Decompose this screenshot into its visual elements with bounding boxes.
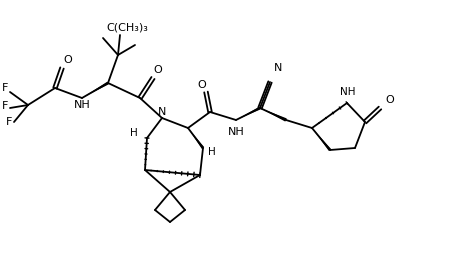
Polygon shape [259,108,286,122]
Polygon shape [311,128,330,151]
Text: C(CH₃)₃: C(CH₃)₃ [106,22,147,32]
Text: F: F [6,117,12,127]
Polygon shape [187,128,204,149]
Text: F: F [2,101,8,111]
Text: O: O [385,95,394,105]
Text: NH: NH [227,127,244,137]
Text: O: O [153,65,162,75]
Polygon shape [236,107,260,120]
Text: O: O [64,55,72,65]
Text: NH: NH [73,100,90,110]
Text: NH: NH [339,87,355,97]
Polygon shape [82,82,108,98]
Text: O: O [197,80,206,90]
Text: N: N [273,63,282,73]
Text: H: H [130,128,138,138]
Text: F: F [2,83,8,93]
Text: H: H [207,147,215,157]
Text: N: N [157,107,166,117]
